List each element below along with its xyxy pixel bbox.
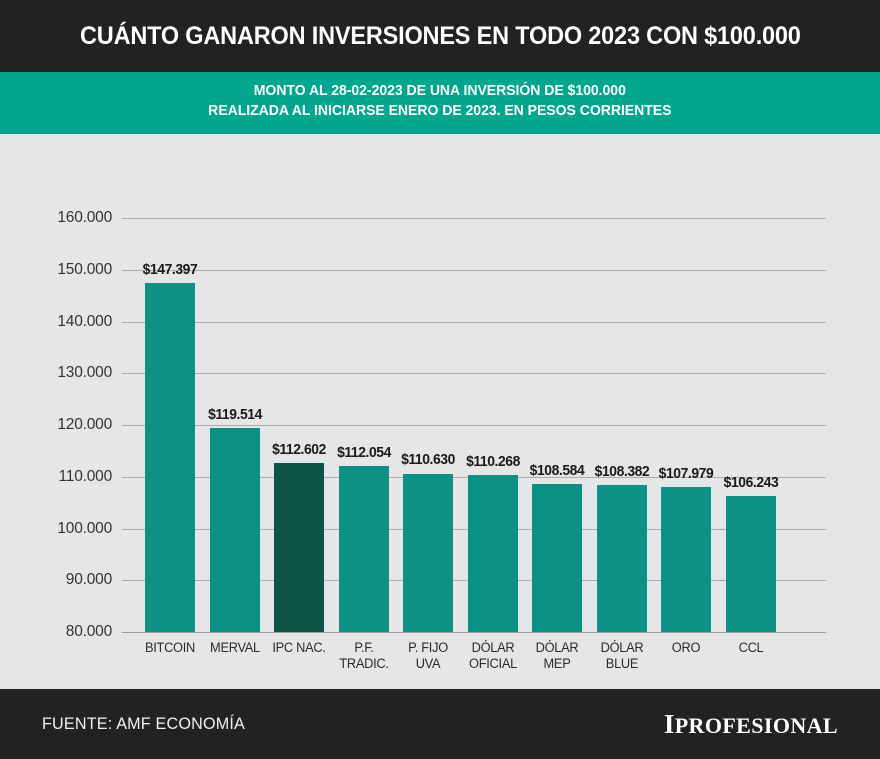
bar-group[interactable] [596,485,647,632]
bar[interactable] [467,475,518,632]
bar-group[interactable] [532,484,582,632]
x-axis-category-label: P. FIJO UVA [408,640,448,671]
x-axis-category-label: CCL [738,640,763,655]
chart-area: $147.397 BITCOIN $119.514 MERVAL $112.602 IPC… [0,134,880,689]
gridline [122,269,826,271]
iprofesional-logo: I PROFESIONAL [664,709,838,740]
bar-group[interactable] [274,463,324,632]
bar[interactable] [209,427,260,632]
x-axis-category-label: ORO [671,640,701,655]
header-bar: CUÁNTO GANARON INVERSIONES EN TODO 2023 … [0,0,880,72]
bar-value-label: $112.602 [272,442,326,459]
bar-group[interactable] [209,427,260,632]
gridline [122,373,826,375]
bar-value-label: $106.243 [723,475,778,492]
bar-value-label: $119.514 [207,406,262,423]
subtitle-line-2: REALIZADA AL INICIARSE ENERO DE 2023. EN… [208,103,672,119]
y-axis-tick-label: 130.000 [57,364,112,382]
bar-value-label: $107.979 [658,466,714,483]
y-axis-tick-label: 110.000 [58,467,113,485]
page-title: CUÁNTO GANARON INVERSIONES EN TODO 2023 … [79,21,801,50]
bars-layer: $147.397 BITCOIN $119.514 MERVAL $112.602 IPC… [0,134,880,689]
subtitle-line-1: MONTO AL 28-02-2023 DE UNA INVERSIÓN DE … [253,83,627,100]
gridline [122,425,826,426]
x-axis-category-label: DÓLAR BLUE [600,640,643,671]
bar[interactable] [338,466,389,632]
bar[interactable] [145,283,195,632]
y-axis-tick-label: 150.000 [57,260,112,278]
x-axis-category-label: DÓLAR MEP [535,640,579,671]
bar[interactable] [274,463,324,632]
bar-group[interactable] [145,283,195,632]
x-axis-category-label: DÓLAR OFICIAL [468,640,517,671]
bar-value-label: $110.268 [465,454,520,471]
y-axis-tick-label: 140.000 [57,312,112,330]
bar-group[interactable] [403,473,453,632]
y-axis-tick-label: 160.000 [57,209,112,226]
gridline [122,321,826,323]
footer-bar: FUENTE: AMF ECONOMÍA I PROFESIONAL [0,689,880,759]
logo-wordmark: PROFESIONAL [674,712,838,738]
y-axis-tick-label: 90.000 [65,571,112,589]
bar-value-label: $110.630 [401,452,455,469]
bar-value-label: $112.054 [336,445,391,462]
bar[interactable] [725,496,776,632]
x-axis-category-label: BITCOIN [144,640,196,655]
x-axis-category-label: MERVAL [209,640,260,655]
gridline [122,218,826,219]
bar-group[interactable] [467,475,518,632]
bar[interactable] [661,487,711,632]
y-axis-tick-label: 100.000 [57,519,112,537]
bar-value-label: $147.397 [142,262,198,279]
logo-lead-letter: I [663,708,675,739]
source-credit: FUENTE: AMF ECONOMÍA [42,714,246,733]
bar-group[interactable] [661,487,711,632]
bar-group[interactable] [725,496,776,632]
bar-chart-plot: $147.397 BITCOIN $119.514 MERVAL $112.602 IPC… [0,134,880,689]
bar[interactable] [532,484,582,632]
bar[interactable] [596,485,647,632]
bar-value-label: $108.382 [594,464,649,481]
bar[interactable] [403,473,453,632]
x-axis-category-label: P.F. TRADIC. [338,640,389,671]
x-axis-category-label: IPC NAC. [272,640,326,655]
subtitle-bar: MONTO AL 28-02-2023 DE UNA INVERSIÓN DE … [0,72,880,134]
gridline [122,632,826,633]
y-axis-tick-label: 120.000 [57,416,112,433]
bar-group[interactable] [338,466,389,632]
bar-value-label: $108.584 [529,463,585,480]
y-axis-tick-label: 80.000 [65,623,112,640]
